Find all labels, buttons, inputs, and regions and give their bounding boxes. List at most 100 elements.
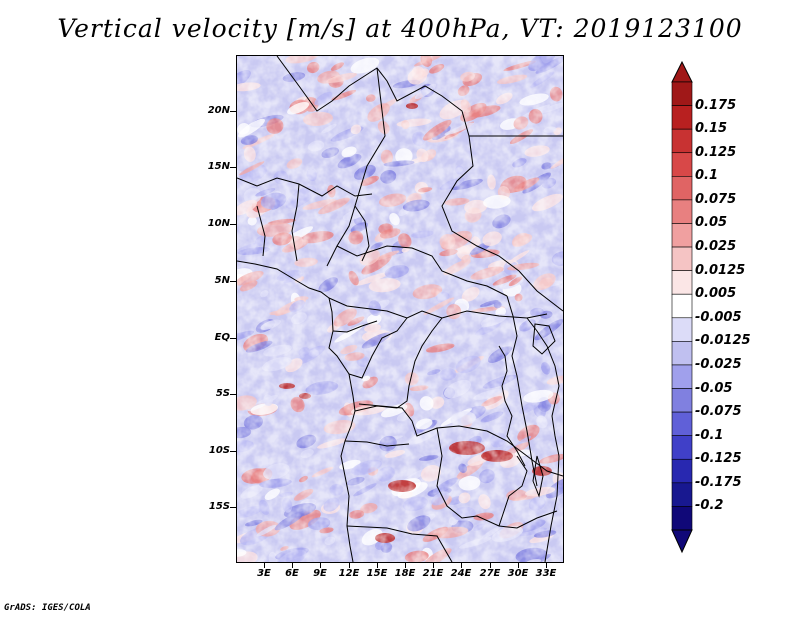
lon-label-33e: 33E: [535, 568, 557, 579]
lat-tick: [230, 394, 236, 395]
colorbar-segment: [671, 270, 693, 295]
lake-border: [532, 455, 544, 498]
colorbar-segment: [671, 81, 693, 106]
lake-border: [532, 323, 556, 355]
colorbar-min-arrow: [671, 529, 693, 554]
lat-tick: [230, 224, 236, 225]
colorbar-label: -0.175: [695, 474, 742, 490]
lon-tick: [461, 563, 462, 568]
colorbar-label: 0.175: [695, 97, 737, 113]
border-line: [506, 295, 538, 487]
colorbar-segment: [671, 364, 693, 389]
lat-label-eq: EQ: [214, 332, 230, 343]
lon-label-15e: 15E: [366, 568, 388, 579]
border-line: [354, 205, 370, 262]
chart-title: Vertical velocity [m/s] at 400hPa, VT: 2…: [57, 14, 743, 43]
colorbar-label: 0.0125: [695, 262, 746, 278]
credit-text: GrADS: IGES/COLA: [4, 603, 91, 613]
lon-label-30e: 30E: [507, 568, 529, 579]
lat-tick: [230, 167, 236, 168]
lat-label-5s: 5S: [215, 388, 230, 399]
colorbar-label: -0.075: [695, 404, 742, 420]
border-line: [348, 317, 408, 379]
colorbar-segment: [671, 435, 693, 460]
colorbar-segment: [671, 105, 693, 130]
colorbar-label: -0.025: [695, 356, 742, 372]
border-line: [276, 56, 563, 312]
lat-tick: [230, 507, 236, 508]
lon-label-18e: 18E: [394, 568, 416, 579]
colorbar-segment: [671, 293, 693, 319]
colorbar-label: 0.1: [695, 168, 719, 184]
border-line: [436, 427, 558, 529]
velocity-field-map: [237, 56, 563, 562]
lat-label-15n: 15N: [207, 161, 230, 172]
lon-tick: [264, 563, 265, 568]
colorbar-segment: [671, 223, 693, 248]
colorbar-label: -0.0125: [695, 333, 751, 349]
colorbar-segment: [671, 176, 693, 201]
map-panel: [236, 55, 564, 563]
coastline: [237, 260, 356, 562]
lat-label-10s: 10S: [208, 445, 230, 456]
colorbar-segment: [671, 128, 693, 154]
lon-tick: [377, 563, 378, 568]
lon-tick: [433, 563, 434, 568]
lat-label-15s: 15S: [208, 501, 230, 512]
lake-border: [498, 345, 526, 467]
colorbar-segment: [671, 388, 693, 413]
colorbar-segment: [671, 152, 693, 177]
lon-tick: [546, 563, 547, 568]
lat-tick: [230, 281, 236, 282]
colorbar-label: 0.025: [695, 239, 737, 255]
border-line: [256, 205, 266, 257]
colorbar-label: 0.005: [695, 286, 737, 302]
colorbar-label: 0.15: [695, 121, 728, 137]
border-line: [344, 440, 410, 447]
colorbar-label: -0.005: [695, 309, 742, 325]
colorbar-segment: [671, 506, 693, 531]
lon-tick: [490, 563, 491, 568]
lon-tick: [405, 563, 406, 568]
border-line: [346, 525, 453, 562]
border-line: [358, 403, 563, 477]
lon-label-24e: 24E: [450, 568, 472, 579]
colorbar-segment: [671, 341, 693, 366]
border-line: [332, 320, 378, 333]
colorbar-segment: [671, 411, 693, 436]
lon-label-6e: 6E: [285, 568, 299, 579]
colorbar-label: 0.075: [695, 191, 737, 207]
colorbar: [671, 60, 693, 554]
colorbar-segment: [671, 246, 693, 271]
lon-label-27e: 27E: [479, 568, 501, 579]
lon-tick: [292, 563, 293, 568]
lat-tick: [230, 338, 236, 339]
lat-tick: [230, 111, 236, 112]
lon-label-21e: 21E: [422, 568, 444, 579]
lat-label-5n: 5N: [214, 275, 230, 286]
colorbar-segment: [671, 199, 693, 224]
colorbar-label: 0.05: [695, 215, 728, 231]
border-line: [291, 183, 300, 262]
colorbar-label: -0.125: [695, 451, 742, 467]
colorbar-label: 0.125: [695, 144, 737, 160]
colorbar-segment: [671, 317, 693, 342]
border-line: [498, 455, 528, 527]
colorbar-label: -0.05: [695, 380, 733, 396]
colorbar-label: -0.1: [695, 427, 724, 443]
lat-label-10n: 10N: [207, 218, 230, 229]
border-line: [526, 317, 560, 562]
lat-tick: [230, 451, 236, 452]
colorbar-segment: [671, 458, 693, 484]
lon-tick: [320, 563, 321, 568]
colorbar-max-arrow: [671, 60, 693, 83]
colorbar-segment: [671, 482, 693, 507]
lon-tick: [518, 563, 519, 568]
lon-label-3e: 3E: [257, 568, 271, 579]
lon-tick: [349, 563, 350, 568]
lon-label-9e: 9E: [313, 568, 327, 579]
border-line: [237, 177, 373, 197]
lon-label-12e: 12E: [338, 568, 360, 579]
colorbar-label: -0.2: [695, 498, 724, 514]
lat-label-20n: 20N: [207, 105, 230, 116]
